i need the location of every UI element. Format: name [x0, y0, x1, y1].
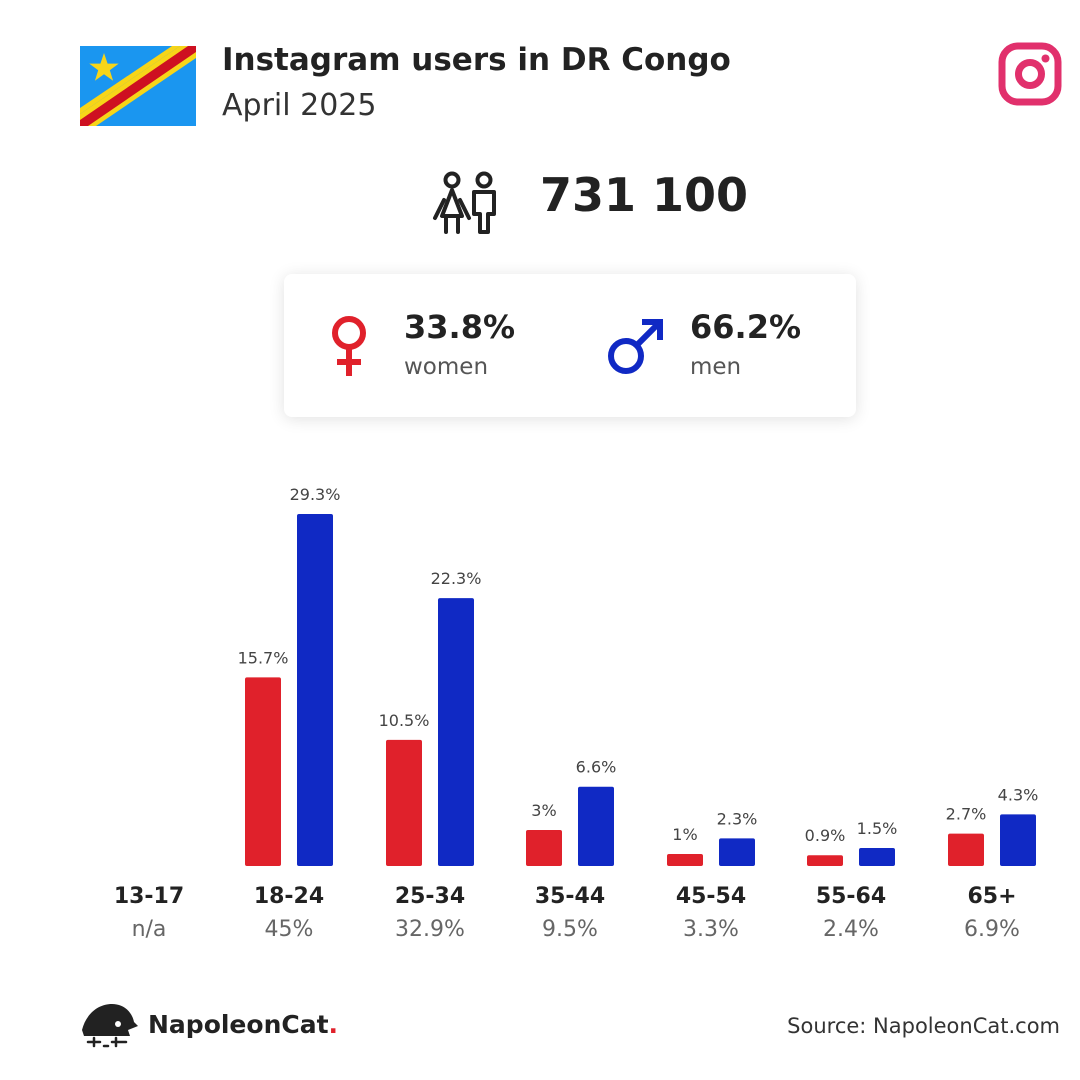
gender-split-card: 33.8% women 66.2% men	[284, 274, 856, 417]
value-label-men-45-54: 2.3%	[717, 809, 758, 828]
bar-women-25-34	[386, 739, 422, 866]
value-label-women-65-plus: 2.7%	[946, 805, 987, 824]
value-label-men-55-64: 1.5%	[857, 819, 898, 838]
men-label: men	[690, 354, 742, 380]
bar-women-65-plus	[948, 833, 984, 866]
female-symbol-icon	[332, 316, 366, 376]
age-label-65-plus: 65+	[967, 884, 1017, 909]
bar-men-18-24	[297, 514, 333, 866]
women-percentage: 33.8%	[404, 308, 516, 346]
instagram-icon	[998, 42, 1062, 106]
bar-women-35-44	[526, 829, 562, 866]
value-label-men-35-44: 6.6%	[576, 758, 617, 777]
brand-name: NapoleonCat.	[148, 1010, 339, 1039]
bar-men-55-64	[859, 847, 895, 866]
bar-men-35-44	[578, 786, 614, 866]
bar-men-65-plus	[1000, 814, 1036, 866]
bar-men-25-34	[438, 598, 474, 866]
age-share-25-34: 32.9%	[395, 917, 465, 942]
bar-women-55-64	[807, 855, 843, 866]
age-share-55-64: 2.4%	[823, 917, 879, 942]
value-label-men-65-plus: 4.3%	[998, 785, 1039, 804]
age-gender-bar-chart: 15.7% 10.5% 3% 1% 0.9% 2.7% 29.3% 22.3% 6.6% 2.3%…	[238, 485, 1039, 866]
page-title: Instagram users in DR Congo	[222, 42, 731, 78]
age-label-25-34: 25-34	[394, 884, 466, 909]
age-share-35-44: 9.5%	[542, 917, 598, 942]
value-label-men-18-24: 29.3%	[290, 485, 341, 504]
age-share-13-17: n/a	[131, 917, 167, 942]
age-share-45-54: 3.3%	[683, 917, 739, 942]
total-users-value: 731 100	[540, 168, 749, 222]
age-label-55-64: 55-64	[815, 884, 887, 909]
bar-women-45-54	[667, 853, 703, 866]
value-label-women-25-34: 10.5%	[379, 711, 430, 730]
page-subtitle: April 2025	[222, 88, 377, 123]
male-symbol-icon	[608, 319, 663, 374]
value-label-men-25-34: 22.3%	[431, 569, 482, 588]
women-label: women	[404, 354, 489, 380]
men-percentage: 66.2%	[690, 308, 802, 346]
source-link[interactable]: Source: NapoleonCat.com	[787, 1014, 1060, 1038]
bar-women-18-24	[245, 677, 281, 866]
bar-men-45-54	[719, 838, 755, 866]
value-label-women-18-24: 15.7%	[238, 648, 289, 667]
age-share-18-24: 45%	[264, 917, 314, 942]
age-label-45-54: 45-54	[675, 884, 747, 909]
users-icon	[433, 171, 496, 234]
value-label-women-55-64: 0.9%	[805, 826, 846, 845]
value-label-women-45-54: 1%	[672, 825, 697, 844]
age-label-13-17: 13-17	[113, 884, 185, 909]
value-label-women-35-44: 3%	[531, 801, 556, 820]
dr-congo-flag-icon	[80, 46, 196, 126]
napoleoncat-logo-icon	[82, 1004, 138, 1048]
age-share-65-plus: 6.9%	[964, 917, 1020, 942]
age-label-18-24: 18-24	[253, 884, 325, 909]
age-label-35-44: 35-44	[534, 884, 606, 909]
